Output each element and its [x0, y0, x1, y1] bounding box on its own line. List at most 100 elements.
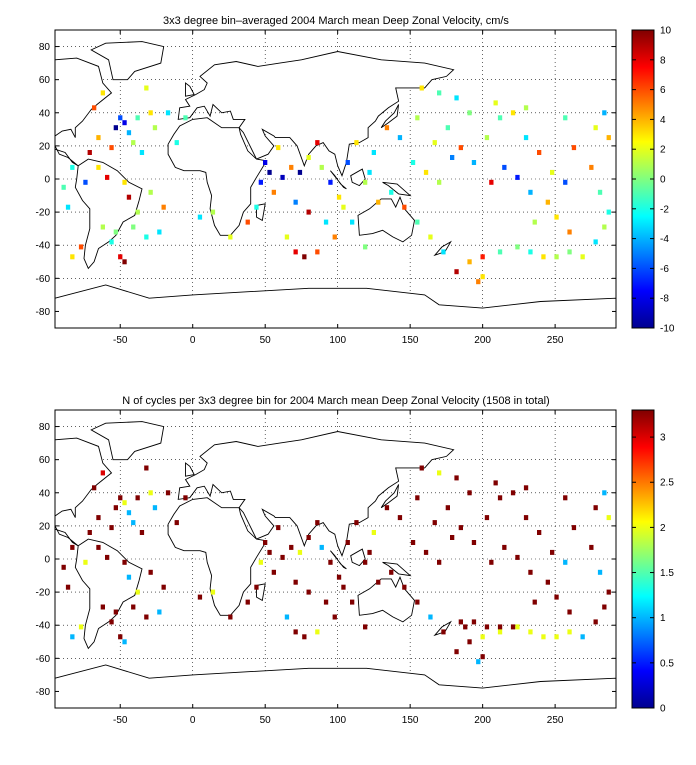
data-cell: [541, 254, 546, 260]
y-tick-label: -40: [36, 621, 51, 632]
data-cell: [293, 579, 298, 585]
y-tick-label: -80: [36, 307, 51, 318]
data-cell: [276, 525, 281, 531]
data-cell: [371, 530, 376, 535]
data-cell: [61, 564, 66, 570]
data-cell: [523, 135, 529, 141]
data-cell: [284, 234, 290, 240]
data-cell: [280, 554, 285, 560]
data-cell: [319, 164, 324, 170]
data-cell: [571, 145, 577, 151]
data-cell: [432, 140, 437, 146]
x-tick-label: 0: [190, 715, 196, 726]
y-tick-label: -40: [36, 241, 51, 252]
data-cell: [345, 160, 350, 165]
data-cell: [165, 490, 171, 496]
coastline: [185, 82, 195, 97]
data-cell: [109, 619, 114, 625]
data-cell: [148, 110, 153, 116]
data-cell: [345, 540, 350, 545]
data-cell: [415, 115, 420, 121]
data-cell: [458, 145, 463, 151]
x-tick-label: 50: [260, 335, 272, 346]
data-cell: [245, 219, 250, 225]
colorbar-tick-label: -6: [660, 264, 669, 275]
data-cell: [293, 199, 298, 205]
data-cell: [113, 505, 118, 511]
colorbar: 10 8 6 4 2 0 -2 -4 -6 -8 -10: [631, 26, 675, 335]
data-cell: [315, 629, 320, 635]
x-tick-label: 50: [260, 715, 272, 726]
data-cell: [606, 135, 611, 141]
data-cell: [144, 234, 149, 240]
data-cell: [606, 589, 611, 595]
data-cell: [152, 505, 158, 511]
data-cell: [545, 579, 550, 585]
data-cell: [515, 174, 520, 180]
data-cell: [593, 619, 598, 625]
y-tick-label: 80: [39, 422, 51, 433]
data-cell: [336, 574, 342, 580]
colorbar-tick-label: 3: [660, 433, 666, 444]
data-cell: [70, 164, 75, 170]
data-cell: [545, 199, 550, 205]
y-tick-label: -60: [36, 654, 51, 665]
data-cell: [92, 105, 97, 111]
continents: [54, 41, 617, 329]
data-cell: [157, 229, 162, 235]
data-cell: [458, 525, 463, 531]
data-cell: [415, 219, 420, 225]
data-cell: [428, 614, 433, 620]
data-cell: [458, 619, 463, 625]
data-cell: [602, 110, 607, 116]
y-tick-label: 0: [44, 175, 50, 186]
y-tick-label: 40: [39, 108, 51, 119]
data-cell: [157, 609, 162, 615]
data-cell: [376, 199, 381, 205]
x-tick-label: 100: [329, 335, 346, 346]
data-cell: [397, 515, 403, 521]
data-cell: [415, 599, 420, 605]
data-cell: [148, 490, 153, 496]
coastline: [90, 41, 165, 81]
data-cell: [105, 554, 110, 560]
data-cell: [441, 629, 446, 635]
data-cell: [306, 155, 311, 160]
data-cell: [602, 224, 607, 230]
data-cell: [497, 115, 503, 121]
coastline: [380, 104, 400, 129]
data-cell: [254, 204, 259, 210]
data-cell: [493, 480, 498, 486]
data-cell: [100, 90, 105, 96]
data-cell: [258, 559, 263, 565]
data-cell: [332, 614, 337, 620]
data-cell: [263, 160, 268, 165]
data-cell: [152, 125, 158, 131]
data-cell: [563, 179, 568, 185]
data-cell: [78, 244, 84, 250]
data-cell: [497, 495, 503, 501]
data-cell: [350, 219, 355, 225]
data-cell: [280, 174, 285, 180]
data-cell: [350, 599, 355, 605]
y-tick-label: -80: [36, 687, 51, 698]
x-tick-label: -50: [113, 715, 128, 726]
data-cell: [315, 520, 320, 526]
coastline: [256, 203, 266, 222]
data-cells: [61, 85, 611, 285]
data-cell: [87, 530, 92, 535]
data-cell: [332, 234, 337, 240]
data-cell: [510, 110, 516, 116]
data-cell: [606, 209, 611, 215]
data-cell: [363, 179, 368, 185]
data-cell: [471, 619, 477, 625]
velocity-panel: 3x3 degree bin–averaged 2004 March mean …: [36, 15, 675, 346]
data-cell: [341, 584, 346, 590]
y-tick-label: 20: [39, 521, 51, 532]
data-cell: [306, 535, 311, 540]
continents: [54, 421, 617, 709]
data-cell: [315, 249, 320, 255]
data-cell: [389, 569, 394, 575]
colorbar-tick-label: 1.5: [660, 568, 674, 579]
data-cell: [323, 599, 329, 605]
